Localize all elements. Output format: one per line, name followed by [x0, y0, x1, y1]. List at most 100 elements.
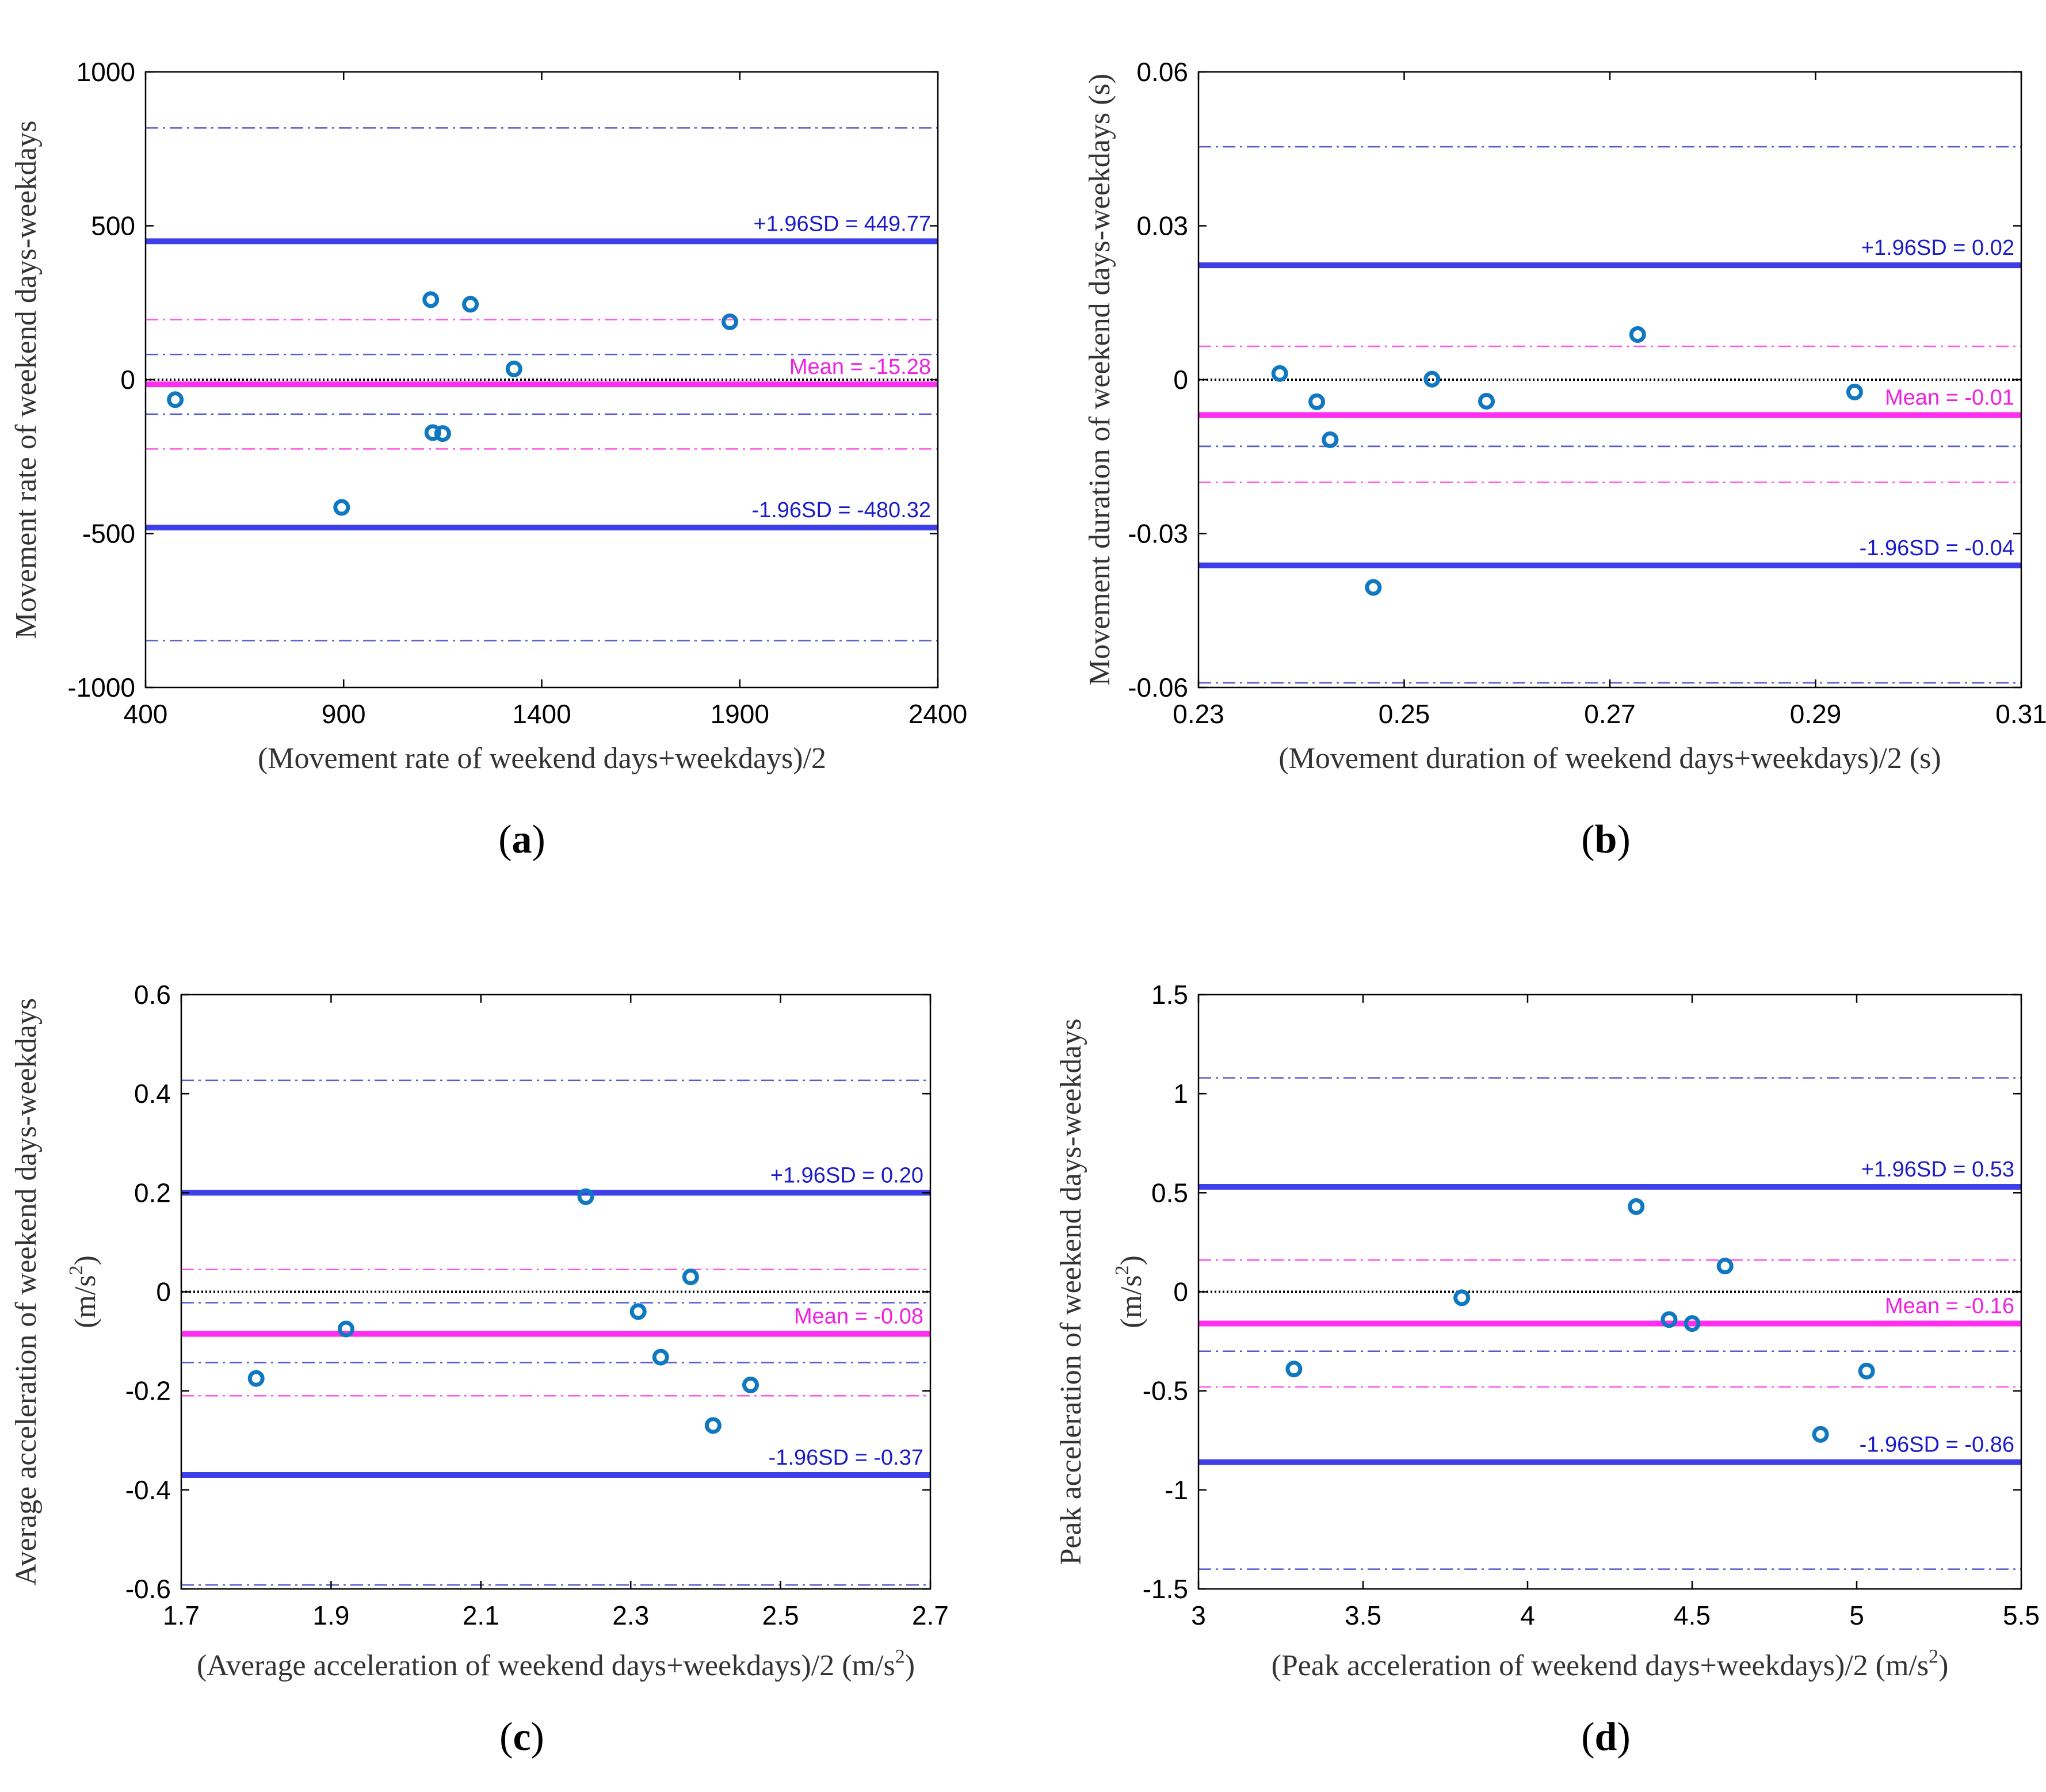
data-point — [337, 1320, 354, 1338]
y-tick-label: -1000 — [67, 673, 135, 702]
y-tick-label: 0.2 — [134, 1178, 171, 1208]
y-tick-label: 0.5 — [1151, 1178, 1188, 1208]
chart-panel-c: +1.96SD = 0.20 -1.96SD = -0.37 Mean = -0.0… — [0, 896, 1023, 1791]
x-tick-label: 0.27 — [1584, 699, 1636, 729]
y-tick-label: 0.6 — [134, 980, 171, 1010]
data-point — [1684, 1315, 1701, 1332]
x-axis-title: (Movement rate of weekend days+weekdays)… — [258, 742, 826, 775]
x-tick-label: 1900 — [711, 699, 769, 729]
data-point — [1365, 579, 1382, 596]
x-tick-label: 3.5 — [1345, 1600, 1381, 1630]
chart-panel-a: +1.96SD = 449.77 -1.96SD = -480.32 Mean = … — [0, 0, 1023, 896]
x-axis-title-sup: 2 — [1929, 1646, 1938, 1667]
data-point — [1716, 1258, 1734, 1275]
y-tick-label: 1.5 — [1151, 980, 1188, 1010]
data-point — [652, 1348, 669, 1366]
upper-loa-label: +1.96SD = 449.77 — [754, 212, 931, 236]
data-point — [1846, 383, 1863, 400]
x-tick-label: 2.5 — [762, 1600, 799, 1630]
data-point — [1628, 1198, 1645, 1215]
y-tick-label: 1 — [1173, 1079, 1188, 1109]
x-tick-label: 4 — [1520, 1600, 1535, 1630]
mean-label: Mean = -0.01 — [1885, 386, 2014, 410]
x-axis-title: (Movement duration of weekend days+weekd… — [1278, 742, 1941, 775]
data-point — [1453, 1289, 1471, 1306]
y-axis-title: Average acceleration of weekend days-wee… — [10, 998, 43, 1585]
data-point — [1271, 365, 1288, 382]
y-tick-label: 0.03 — [1136, 211, 1188, 241]
x-axis-title-tail: ) — [905, 1649, 915, 1682]
y-tick-label: -0.03 — [1128, 519, 1188, 549]
x-tick-label: 0.31 — [1995, 699, 2046, 729]
data-point — [704, 1417, 722, 1434]
x-axis-title-main: (Peak acceleration of weekend days+weekd… — [1272, 1649, 1929, 1682]
x-tick-label: 0.23 — [1173, 699, 1224, 729]
data-point — [1322, 431, 1339, 448]
upper-loa-label: +1.96SD = 0.53 — [1861, 1157, 2014, 1182]
x-tick-label: 1.7 — [163, 1600, 200, 1630]
data-point — [577, 1188, 594, 1205]
y-axis-title-line2: (m/s2) — [1112, 1255, 1148, 1328]
y-tick-label: 0 — [1173, 365, 1188, 395]
data-point — [1423, 370, 1441, 388]
caption-b: (b) — [1581, 817, 1631, 862]
data-point — [434, 425, 451, 442]
x-tick-label: 2.3 — [612, 1600, 649, 1630]
x-axis-title-main: (Movement duration of weekend days+weekd… — [1278, 742, 1941, 775]
chart-svg: +1.96SD = 0.53 -1.96SD = -0.86 Mean = -0.1… — [1055, 980, 2040, 1682]
x-tick-label: 3 — [1191, 1600, 1206, 1630]
data-point — [742, 1376, 759, 1393]
y-axis-title-line2-main: (m/s — [69, 1275, 102, 1328]
x-axis-title-main: (Average acceleration of weekend days+we… — [197, 1649, 895, 1682]
chart-svg: +1.96SD = 449.77 -1.96SD = -480.32 Mean = … — [10, 57, 967, 775]
chart-svg: +1.96SD = 0.20 -1.96SD = -0.37 Mean = -0.0… — [10, 980, 949, 1682]
x-axis-title: (Average acceleration of weekend days+we… — [197, 1646, 915, 1682]
y-tick-label: 0.4 — [134, 1079, 171, 1109]
x-axis-title-main: (Movement rate of weekend days+weekdays)… — [258, 742, 826, 775]
x-axis-title: (Peak acceleration of weekend days+weekd… — [1272, 1646, 1949, 1682]
data-point — [462, 296, 479, 313]
y-axis-title: Movement rate of weekend days-weekdays — [10, 121, 43, 639]
y-tick-label: -0.5 — [1143, 1376, 1188, 1406]
x-tick-label: 5.5 — [2003, 1600, 2040, 1630]
x-tick-label: 400 — [124, 699, 168, 729]
x-tick-label: 1.9 — [312, 1600, 349, 1630]
upper-loa-label: +1.96SD = 0.02 — [1861, 236, 2014, 260]
y-tick-label: -0.06 — [1128, 673, 1188, 702]
x-tick-label: 1400 — [512, 699, 571, 729]
y-tick-label: -0.2 — [125, 1376, 171, 1406]
data-point — [1285, 1361, 1303, 1378]
caption-a: (a) — [498, 817, 545, 862]
lower-loa-label: -1.96SD = -480.32 — [751, 498, 931, 522]
data-point — [422, 291, 440, 308]
caption-c: (c) — [499, 1715, 544, 1759]
y-axis-title-line2-sup: 2 — [66, 1265, 87, 1275]
y-tick-label: -1.5 — [1143, 1574, 1188, 1604]
data-point — [333, 499, 350, 516]
y-tick-label: 0.06 — [1136, 57, 1188, 87]
data-point — [247, 1370, 265, 1387]
chart-panel-d: +1.96SD = 0.53 -1.96SD = -0.86 Mean = -0.1… — [1023, 896, 2046, 1791]
lower-loa-label: -1.96SD = -0.37 — [769, 1446, 923, 1470]
upper-loa-label: +1.96SD = 0.20 — [770, 1163, 923, 1187]
y-axis-title-line2-sup: 2 — [1112, 1265, 1133, 1275]
y-tick-label: -0.6 — [125, 1574, 171, 1604]
y-tick-label: -500 — [82, 519, 135, 549]
mean-label: Mean = -0.16 — [1885, 1294, 2014, 1319]
x-axis-title-sup: 2 — [895, 1646, 905, 1667]
data-point — [1858, 1362, 1875, 1380]
y-tick-label: 500 — [91, 211, 135, 241]
data-point — [1308, 393, 1326, 410]
x-tick-label: 2.1 — [463, 1600, 499, 1630]
y-axis-title-line2-tail: ) — [1115, 1255, 1148, 1265]
data-point — [167, 391, 184, 408]
y-tick-label: 0 — [156, 1277, 171, 1307]
data-point — [1812, 1426, 1829, 1443]
y-tick-label: 1000 — [77, 57, 135, 87]
y-axis-title: Movement duration of weekend days-weekda… — [1083, 74, 1116, 686]
y-axis-title-line2-tail: ) — [69, 1255, 102, 1265]
caption-d: (d) — [1581, 1715, 1631, 1759]
lower-loa-label: -1.96SD = -0.04 — [1860, 536, 2014, 560]
data-point — [1629, 326, 1646, 343]
